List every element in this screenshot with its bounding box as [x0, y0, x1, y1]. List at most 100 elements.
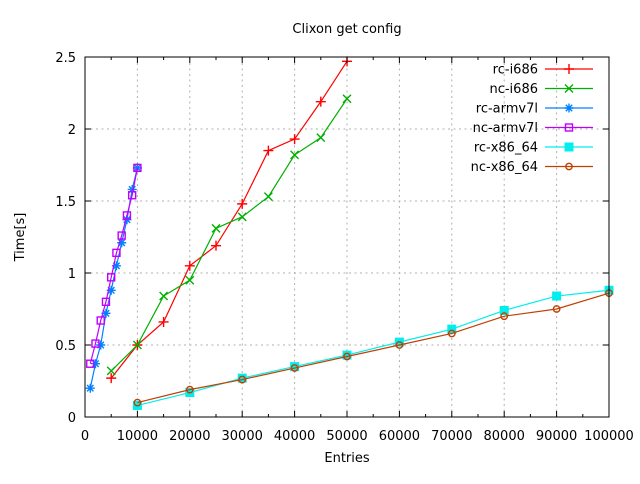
- marker-rc-armv7l: [122, 215, 132, 225]
- marker-rc-armv7l: [85, 383, 95, 393]
- legend-marker-rc-x86_64: [564, 142, 574, 152]
- legend-marker-nc-armv7l: [564, 123, 574, 132]
- marker-nc-armv7l: [101, 297, 111, 306]
- marker-nc-x86_64: [133, 398, 142, 407]
- y-tick-label: 0: [68, 411, 76, 426]
- marker-rc-i686: [237, 198, 248, 209]
- legend-item-label: nc-i686: [489, 82, 538, 97]
- marker-nc-i686: [185, 275, 195, 285]
- marker-nc-x86_64: [238, 375, 247, 384]
- x-tick-label: 20000: [169, 429, 210, 444]
- x-tick-label: 30000: [222, 429, 263, 444]
- y-axis-label: Time[s]: [13, 213, 28, 263]
- marker-nc-i686: [316, 133, 326, 143]
- marker-nc-i686: [263, 192, 273, 202]
- marker-rc-i686: [263, 145, 274, 156]
- legend-item-rc-i686: rc-i686: [493, 63, 593, 78]
- marker-rc-i686: [315, 96, 326, 107]
- marker-nc-i686: [290, 150, 300, 160]
- x-tick-label: 100000: [584, 429, 634, 444]
- x-tick-label: 70000: [431, 429, 472, 444]
- x-axis-label: Entries: [324, 451, 370, 466]
- marker-nc-armv7l: [127, 191, 137, 200]
- marker-rc-i686: [211, 240, 221, 251]
- marker-rc-armv7l: [111, 261, 121, 271]
- data-series: [85, 56, 614, 410]
- x-tick-label: 40000: [274, 429, 315, 444]
- series-rc-armv7l: [85, 163, 142, 393]
- marker-nc-i686: [106, 366, 116, 376]
- series-line-rc-x86_64: [137, 289, 610, 407]
- x-tick-label: 90000: [536, 429, 577, 444]
- marker-nc-armv7l: [133, 163, 142, 173]
- legend-marker-nc-i686: [564, 84, 574, 93]
- series-line-nc-i686: [110, 98, 348, 372]
- y-tick-label: 1.5: [55, 195, 76, 210]
- x-tick-label: 0: [81, 429, 89, 444]
- legend-item-rc-armv7l: rc-armv7l: [476, 102, 593, 117]
- marker-nc-x86_64: [185, 385, 194, 394]
- marker-nc-armv7l: [86, 359, 95, 368]
- legend-item-nc-x86_64: nc-x86_64: [471, 160, 593, 175]
- legend-item-label: rc-i686: [493, 63, 538, 78]
- marker-nc-x86_64: [290, 364, 299, 372]
- marker-rc-i686: [184, 260, 195, 271]
- series-nc-i686: [106, 94, 352, 376]
- series-rc-x86_64: [132, 285, 614, 410]
- marker-nc-i686: [342, 94, 352, 104]
- series-line-rc-i686: [110, 60, 348, 379]
- axes: [84, 56, 610, 418]
- marker-nc-armv7l: [96, 316, 105, 325]
- legend-item-rc-x86_64: rc-x86_64: [474, 141, 593, 156]
- marker-nc-x86_64: [343, 352, 351, 361]
- legend-marker-nc-x86_64: [565, 162, 573, 171]
- series-rc-i686: [106, 56, 352, 384]
- marker-nc-x86_64: [500, 312, 509, 321]
- legend-marker-rc-armv7l: [564, 103, 574, 113]
- marker-rc-i686: [106, 373, 117, 384]
- y-tick-label: 2: [68, 123, 76, 138]
- legend-item-label: rc-x86_64: [474, 141, 538, 156]
- x-tick-label: 60000: [379, 429, 420, 444]
- marker-rc-x86_64: [552, 291, 562, 301]
- legend-item-label: rc-armv7l: [476, 102, 538, 117]
- x-tick-label: 50000: [326, 429, 367, 444]
- marker-nc-armv7l: [122, 211, 132, 220]
- legend-item-nc-armv7l: nc-armv7l: [473, 121, 593, 136]
- legend-marker-rc-i686: [564, 64, 574, 74]
- marker-rc-x86_64: [499, 305, 509, 315]
- marker-nc-armv7l: [106, 273, 116, 282]
- marker-nc-armv7l: [117, 231, 126, 240]
- marker-rc-x86_64: [237, 373, 247, 383]
- marker-nc-i686: [132, 340, 142, 350]
- chart-title: Clixon get config: [292, 22, 401, 37]
- marker-rc-i686: [289, 134, 300, 145]
- marker-rc-x86_64: [342, 350, 352, 360]
- marker-nc-armv7l: [112, 248, 121, 258]
- legend-item-label: nc-armv7l: [473, 121, 538, 136]
- marker-rc-armv7l: [106, 285, 116, 295]
- series-nc-armv7l: [86, 163, 142, 368]
- legend-item-label: nc-x86_64: [471, 160, 538, 175]
- y-tick-label: 1: [68, 267, 76, 282]
- series-line-nc-armv7l: [89, 167, 138, 364]
- marker-rc-armv7l: [101, 308, 111, 318]
- marker-rc-armv7l: [96, 340, 106, 350]
- marker-rc-armv7l: [117, 238, 127, 248]
- marker-nc-i686: [237, 212, 247, 222]
- y-tick-label: 0.5: [55, 339, 76, 354]
- marker-nc-x86_64: [552, 305, 561, 313]
- marker-rc-x86_64: [290, 362, 300, 372]
- legend-item-nc-i686: nc-i686: [489, 82, 593, 97]
- marker-rc-i686: [158, 316, 169, 327]
- marker-rc-x86_64: [447, 324, 457, 334]
- legend: rc-i686 nc-i686 rc-armv7l nc-armv7l rc-x86_6…: [471, 63, 593, 175]
- marker-rc-armv7l: [90, 359, 100, 369]
- marker-nc-i686: [211, 223, 221, 233]
- marker-nc-i686: [159, 291, 169, 301]
- tick-labels: 0 10000 20000 30000 40000 50000 60000 70000 8000…: [55, 51, 634, 444]
- marker-nc-x86_64: [447, 329, 456, 338]
- marker-nc-x86_64: [395, 341, 404, 349]
